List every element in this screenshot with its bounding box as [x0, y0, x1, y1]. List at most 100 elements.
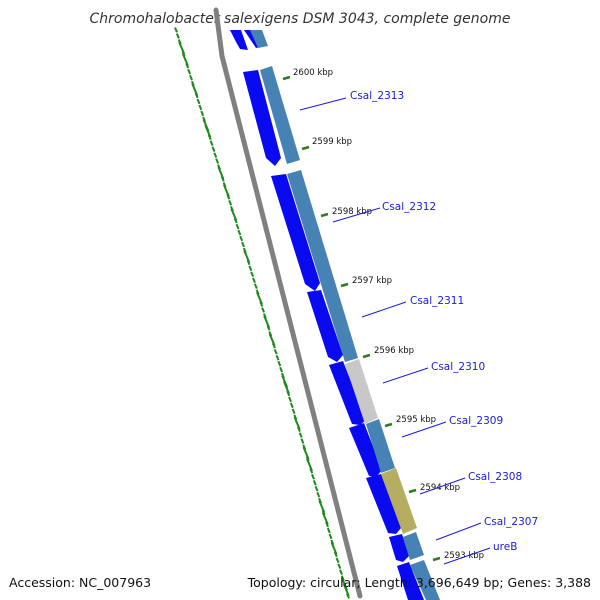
- gc-dash: [215, 158, 220, 164]
- gc-dash: [233, 217, 238, 224]
- gc-dash: [189, 74, 193, 81]
- cds-top: [250, 30, 268, 48]
- gene-label: Csal_2310: [431, 361, 485, 373]
- gc-dash: [288, 396, 292, 403]
- kbp-scale: 2600 kbp 2599 kbp 2598 kbp 2597 kbp 2596 kbp…: [282, 68, 484, 562]
- gene-leader-line: [435, 522, 482, 541]
- gene-label: Csal_2307: [484, 516, 538, 528]
- gc-dash: [272, 342, 276, 349]
- gc-dash: [286, 390, 291, 397]
- gene-leader-line: [299, 97, 347, 111]
- gc-dash: [220, 176, 225, 182]
- cds-4: [366, 419, 395, 473]
- gc-dash: [239, 235, 244, 242]
- gc-dash: [185, 62, 190, 69]
- gc-dash: [250, 271, 255, 278]
- gc-dash: [198, 104, 203, 111]
- gc-dash: [235, 223, 240, 230]
- gene-labels: Csal_2313 Csal_2312 Csal_2311 Csal_2310 Csal…: [299, 90, 538, 565]
- kbp-label: 2598 kbp: [332, 207, 372, 217]
- gc-dash: [328, 533, 333, 540]
- gc-dash: [196, 98, 201, 105]
- gc-dash: [309, 468, 314, 474]
- gc-dash: [241, 241, 245, 248]
- gc-dash: [252, 277, 256, 284]
- gc-dash: [253, 283, 258, 289]
- gc-dash: [207, 134, 212, 141]
- kbp-tick: [384, 422, 393, 428]
- gc-dash: [335, 557, 340, 564]
- gc-dash: [312, 480, 317, 486]
- gene-label: Csal_2308: [468, 471, 522, 483]
- gc-dash: [248, 265, 253, 272]
- gc-dash: [333, 551, 338, 558]
- cds-2: [287, 170, 358, 362]
- gc-dash: [296, 426, 301, 432]
- gene-label: Csal_2311: [410, 295, 464, 307]
- kbp-tick: [362, 353, 371, 359]
- gene-arrow-1: [243, 70, 281, 166]
- gc-dash: [277, 360, 282, 367]
- gene-label: Csal_2309: [449, 415, 503, 427]
- gene-label: ureB: [493, 541, 517, 553]
- gc-dash: [314, 485, 319, 492]
- map-title: Chromohalobacter salexigens DSM 3043, co…: [90, 11, 511, 27]
- gc-dash: [194, 92, 199, 99]
- cds-6: [403, 532, 424, 560]
- gene-leader-line: [361, 301, 407, 318]
- kbp-label: 2593 kbp: [444, 551, 484, 561]
- gc-dash: [346, 593, 350, 599]
- kbp-label: 2600 kbp: [293, 68, 333, 78]
- kbp-tick: [301, 145, 310, 151]
- gc-dash: [298, 432, 303, 438]
- gc-dash: [211, 146, 216, 152]
- gc-content-track: [174, 27, 350, 599]
- forward-strand-track: [230, 30, 424, 600]
- gene-label: Csal_2312: [382, 201, 436, 213]
- gc-dash: [339, 569, 343, 575]
- gc-dash: [187, 68, 192, 75]
- gc-dash: [237, 229, 242, 236]
- cds-1: [260, 66, 300, 164]
- genome-summary-text: Topology: circular; Length: 3,696,649 bp…: [247, 575, 591, 590]
- gc-dash: [311, 474, 315, 480]
- gene-arrow-6: [366, 474, 401, 534]
- gc-dash: [337, 563, 342, 569]
- gene-leader-line: [401, 421, 447, 438]
- gc-dash: [279, 366, 284, 373]
- gc-dash: [275, 354, 280, 361]
- gc-dash: [261, 307, 266, 313]
- kbp-label: 2597 kbp: [352, 276, 392, 286]
- gc-dash: [246, 259, 251, 266]
- gc-dash: [209, 140, 214, 146]
- gc-dash: [291, 408, 296, 415]
- kbp-tick: [340, 282, 349, 288]
- kbp-label: 2594 kbp: [420, 483, 460, 493]
- gc-dash: [325, 521, 329, 528]
- genome-backbone: [213, 7, 363, 599]
- gene-arrow-top: [230, 30, 248, 50]
- gc-dash: [326, 527, 331, 534]
- gene-leader-line: [382, 367, 429, 384]
- gc-dash: [316, 491, 321, 498]
- gene-arrow-3: [307, 290, 343, 362]
- gene-arrow-4: [329, 361, 366, 425]
- gene-arrow-7: [389, 534, 409, 562]
- gene-arrow-2: [271, 174, 320, 291]
- kbp-tick: [432, 556, 441, 562]
- gene-leader-line: [419, 477, 466, 495]
- cds-track: [250, 30, 440, 600]
- gc-dash: [174, 27, 178, 33]
- gc-dash: [200, 110, 205, 117]
- cds-3-gray: [345, 359, 378, 424]
- gene-arrow-8: [397, 562, 424, 600]
- gc-dash: [228, 199, 233, 206]
- gc-dash: [273, 348, 278, 355]
- kbp-label: 2596 kbp: [374, 346, 414, 356]
- gene-leader-line: [443, 547, 491, 565]
- gc-dash: [259, 301, 264, 307]
- gene-leader-line: [332, 207, 381, 223]
- cds-5-khaki: [381, 468, 417, 534]
- gc-dash: [300, 438, 305, 444]
